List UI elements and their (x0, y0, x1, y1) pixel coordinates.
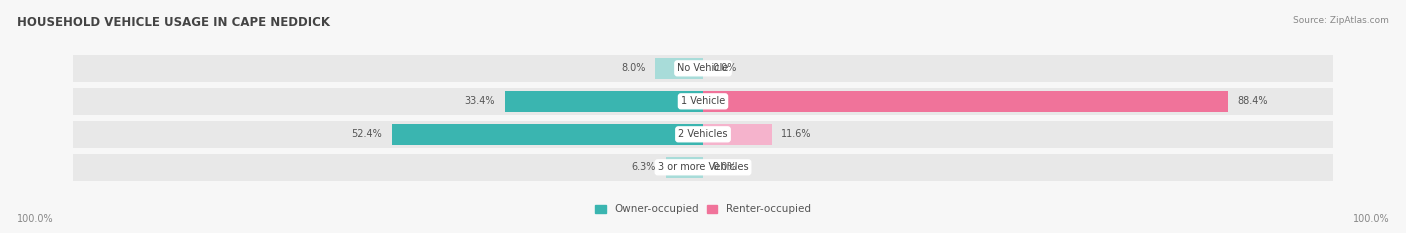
Bar (73, 121, 1333, 147)
Text: HOUSEHOLD VEHICLE USAGE IN CAPE NEDDICK: HOUSEHOLD VEHICLE USAGE IN CAPE NEDDICK (17, 16, 330, 29)
Text: 3 or more Vehicles: 3 or more Vehicles (658, 162, 748, 172)
Text: Source: ZipAtlas.com: Source: ZipAtlas.com (1294, 16, 1389, 25)
Text: 0.0%: 0.0% (713, 63, 737, 73)
Bar (655, 58, 703, 79)
Text: 0.0%: 0.0% (713, 162, 737, 172)
Text: 33.4%: 33.4% (464, 96, 495, 106)
Bar (703, 124, 772, 144)
Text: 8.0%: 8.0% (621, 63, 645, 73)
Text: 11.6%: 11.6% (782, 129, 811, 139)
Text: 1 Vehicle: 1 Vehicle (681, 96, 725, 106)
Bar (73, 88, 1333, 115)
Bar (392, 124, 703, 144)
Bar (703, 91, 1227, 112)
Text: 100.0%: 100.0% (17, 214, 53, 224)
Text: 52.4%: 52.4% (352, 129, 382, 139)
Bar (73, 154, 1333, 181)
Text: No Vehicle: No Vehicle (678, 63, 728, 73)
Text: 88.4%: 88.4% (1237, 96, 1268, 106)
Bar (665, 157, 703, 178)
Bar (505, 91, 703, 112)
Legend: Owner-occupied, Renter-occupied: Owner-occupied, Renter-occupied (591, 200, 815, 219)
Text: 2 Vehicles: 2 Vehicles (678, 129, 728, 139)
Text: 6.3%: 6.3% (631, 162, 657, 172)
Text: 100.0%: 100.0% (1353, 214, 1389, 224)
Bar (73, 55, 1333, 82)
